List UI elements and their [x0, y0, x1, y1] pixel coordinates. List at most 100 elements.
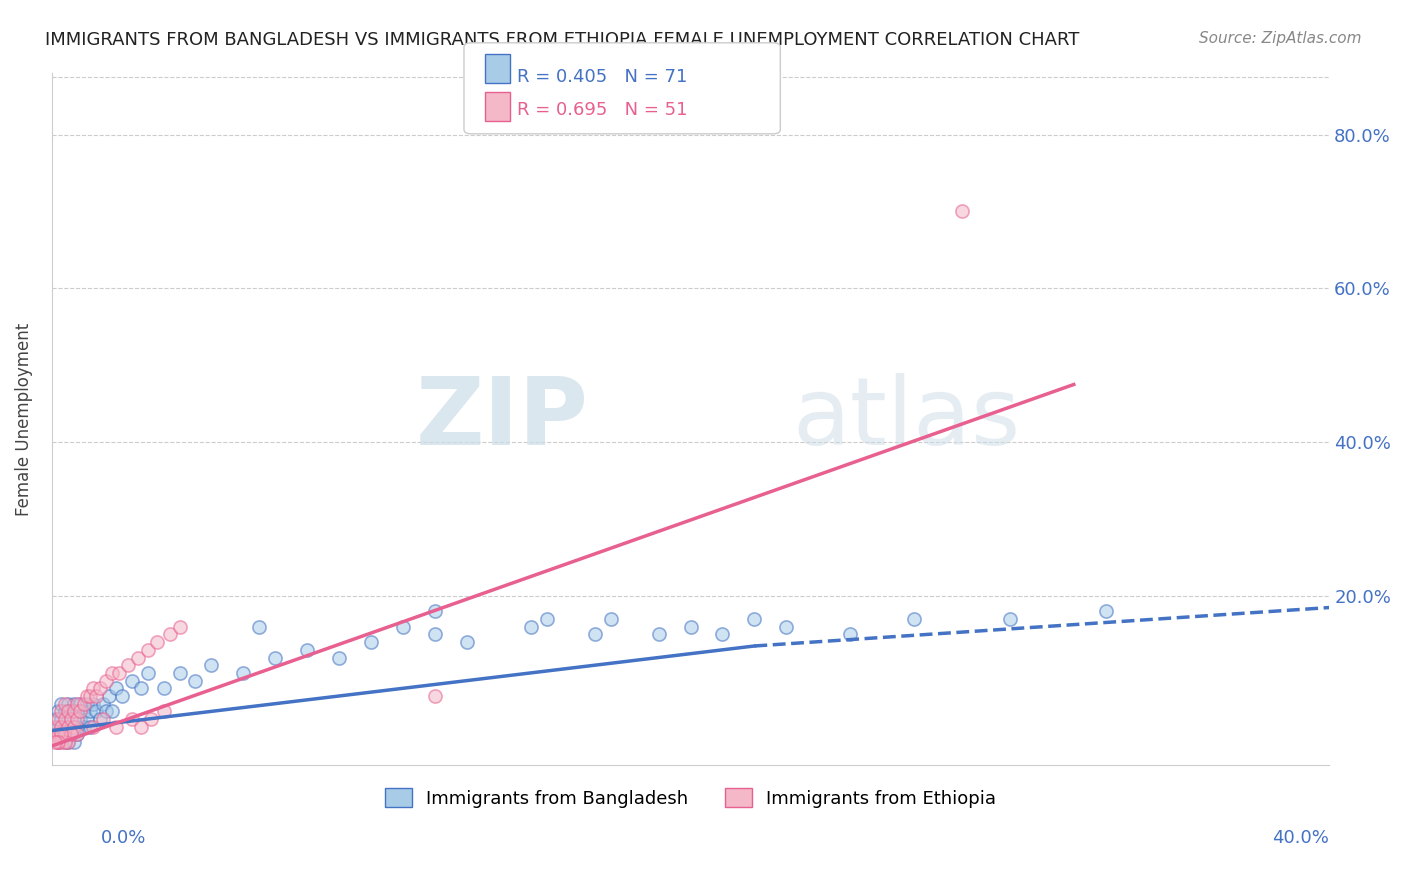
Point	[63, 704, 86, 718]
Point	[56, 735, 79, 749]
Point	[1094, 604, 1116, 618]
Point	[423, 689, 446, 703]
Point	[82, 720, 104, 734]
Legend: Immigrants from Bangladesh, Immigrants from Ethiopia: Immigrants from Bangladesh, Immigrants f…	[378, 781, 1004, 815]
Point	[44, 727, 66, 741]
Point	[711, 627, 734, 641]
Point	[53, 727, 76, 741]
Point	[108, 665, 131, 680]
Point	[127, 650, 149, 665]
Point	[53, 712, 76, 726]
Point	[139, 712, 162, 726]
Point	[69, 712, 91, 726]
Point	[775, 620, 797, 634]
Point	[159, 627, 181, 641]
Point	[76, 697, 98, 711]
Point	[76, 712, 98, 726]
Text: atlas: atlas	[793, 373, 1021, 465]
Point	[101, 665, 124, 680]
Point	[53, 697, 76, 711]
Point	[51, 712, 73, 726]
Point	[46, 720, 69, 734]
Point	[56, 697, 79, 711]
Point	[76, 689, 98, 703]
Point	[59, 727, 82, 741]
Point	[46, 735, 69, 749]
Point	[136, 643, 159, 657]
Point	[297, 643, 319, 657]
Point	[46, 735, 69, 749]
Point	[998, 612, 1021, 626]
Point	[129, 681, 152, 696]
Point	[59, 727, 82, 741]
Point	[51, 704, 73, 718]
Point	[63, 735, 86, 749]
Point	[44, 727, 66, 741]
Point	[536, 612, 558, 626]
Point	[111, 689, 134, 703]
Point	[89, 712, 111, 726]
Point	[56, 735, 79, 749]
Point	[73, 720, 96, 734]
Point	[98, 689, 121, 703]
Point	[59, 712, 82, 726]
Point	[232, 665, 254, 680]
Point	[104, 681, 127, 696]
Point	[152, 681, 174, 696]
Point	[152, 704, 174, 718]
Point	[46, 704, 69, 718]
Point	[328, 650, 350, 665]
Point	[89, 681, 111, 696]
Point	[44, 720, 66, 734]
Point	[456, 635, 478, 649]
Point	[51, 697, 73, 711]
Point	[169, 620, 191, 634]
Point	[73, 704, 96, 718]
Point	[184, 673, 207, 688]
Point	[59, 727, 82, 741]
Point	[950, 204, 973, 219]
Point	[91, 697, 114, 711]
Point	[82, 681, 104, 696]
Text: R = 0.405   N = 71: R = 0.405 N = 71	[517, 68, 688, 87]
Point	[56, 712, 79, 726]
Point	[63, 720, 86, 734]
Point	[86, 704, 108, 718]
Point	[56, 704, 79, 718]
Point	[520, 620, 543, 634]
Point	[82, 697, 104, 711]
Point	[66, 697, 89, 711]
Point	[136, 665, 159, 680]
Point	[146, 635, 169, 649]
Point	[66, 727, 89, 741]
Text: Source: ZipAtlas.com: Source: ZipAtlas.com	[1198, 31, 1361, 46]
Point	[63, 712, 86, 726]
Point	[51, 727, 73, 741]
Point	[423, 627, 446, 641]
Point	[53, 720, 76, 734]
Y-axis label: Female Unemployment: Female Unemployment	[15, 323, 32, 516]
Point	[247, 620, 270, 634]
Point	[63, 697, 86, 711]
Point	[79, 720, 101, 734]
Text: ZIP: ZIP	[415, 373, 588, 465]
Text: R = 0.695   N = 51: R = 0.695 N = 51	[517, 101, 688, 119]
Point	[903, 612, 925, 626]
Point	[79, 689, 101, 703]
Point	[66, 704, 89, 718]
Point	[44, 735, 66, 749]
Point	[56, 720, 79, 734]
Point	[117, 658, 139, 673]
Point	[200, 658, 222, 673]
Point	[51, 727, 73, 741]
Text: IMMIGRANTS FROM BANGLADESH VS IMMIGRANTS FROM ETHIOPIA FEMALE UNEMPLOYMENT CORRE: IMMIGRANTS FROM BANGLADESH VS IMMIGRANTS…	[45, 31, 1080, 49]
Point	[647, 627, 669, 641]
Point	[69, 697, 91, 711]
Point	[66, 720, 89, 734]
Point	[59, 704, 82, 718]
Point	[392, 620, 415, 634]
Point	[73, 697, 96, 711]
Point	[46, 727, 69, 741]
Point	[66, 727, 89, 741]
Point	[59, 720, 82, 734]
